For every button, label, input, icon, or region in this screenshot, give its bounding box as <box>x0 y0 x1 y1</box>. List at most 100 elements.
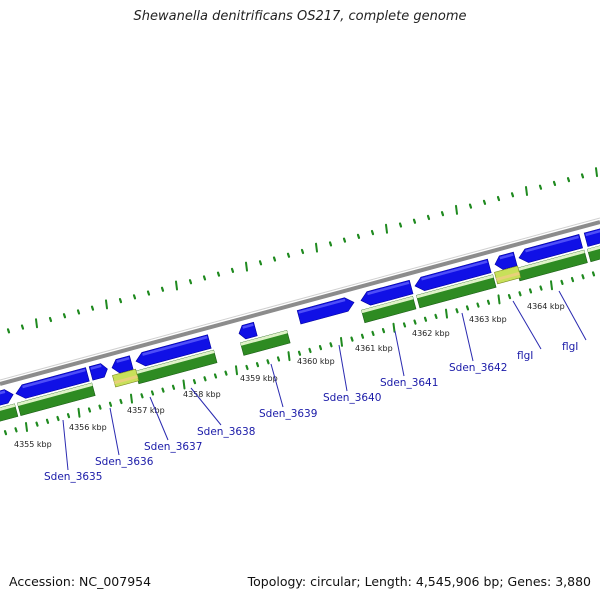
gene-leader-line <box>558 290 587 341</box>
gene-label: flgI <box>562 341 578 353</box>
outer-tick <box>496 195 501 202</box>
reverse-strand-cds <box>0 243 600 424</box>
gene-label: Sden_3637 <box>144 441 202 453</box>
inner-tick <box>318 345 323 351</box>
inner-tick <box>119 398 123 405</box>
outer-tick <box>175 280 178 291</box>
inner-tick <box>297 350 302 356</box>
outer-tick <box>440 211 445 217</box>
highlight-segment-band <box>114 374 138 385</box>
inner-tick <box>66 413 71 419</box>
forward-gene-arrow <box>360 279 414 306</box>
reverse-cds-sheen <box>240 330 288 346</box>
forward-gene-sheen <box>142 335 208 356</box>
outer-tick <box>258 260 263 266</box>
outer-tick <box>468 203 473 209</box>
forward-gene-sheen <box>421 260 488 281</box>
forward-gene-sheen <box>90 364 102 370</box>
forward-gene <box>296 297 355 325</box>
inner-tick <box>25 421 28 432</box>
inner-tick <box>150 390 155 396</box>
inner-tick-track <box>3 271 596 436</box>
highlight-segment-band <box>496 271 520 281</box>
inner-tick <box>192 379 197 385</box>
forward-gene-arrow <box>0 389 14 408</box>
inner-tick <box>56 415 60 422</box>
inner-tick <box>570 276 575 283</box>
outer-tick <box>566 177 571 183</box>
inner-tick <box>45 418 50 424</box>
forward-gene-arrow <box>518 234 583 263</box>
inner-tick <box>476 302 480 308</box>
forward-gene <box>518 234 583 263</box>
accession-text: Accession: NC_007954 <box>9 574 152 589</box>
inner-tick <box>224 370 228 376</box>
outer-tick <box>132 294 137 300</box>
forward-gene-arrow <box>583 228 600 247</box>
inner-tick <box>560 279 564 285</box>
inner-tick <box>108 401 113 407</box>
forward-gene-sheen <box>116 357 130 363</box>
inner-tick <box>255 362 260 368</box>
forward-gene <box>238 321 258 340</box>
forward-gene-arrow <box>296 297 355 325</box>
gene-leader-line <box>109 407 120 456</box>
inner-tick <box>507 293 512 300</box>
inner-tick <box>203 376 207 382</box>
reverse-cds-bar <box>240 329 291 356</box>
outer-tick <box>76 309 81 315</box>
outer-tick <box>356 233 361 239</box>
highlight-segment <box>494 265 522 285</box>
forward-gene-sheen <box>0 390 6 398</box>
forward-gene <box>583 228 600 247</box>
outer-tick <box>328 241 333 247</box>
forward-gene-sheen <box>499 253 514 260</box>
inner-tick <box>550 280 553 291</box>
inner-tick <box>434 313 438 320</box>
gene-label: Sden_3638 <box>197 426 255 438</box>
outer-tick <box>580 173 585 179</box>
gene-leader-line <box>190 387 222 426</box>
kbp-label: 4363 kbp <box>469 315 507 324</box>
outer-tick <box>272 256 277 262</box>
gene-labels: Sden_3635 Sden_3636 Sden_3637 Sden_3638 Sden… <box>44 290 587 483</box>
reverse-cds-bar <box>17 382 96 416</box>
outer-tick <box>538 184 543 190</box>
gene-leader-line <box>338 344 348 392</box>
outer-tick <box>370 229 375 236</box>
outer-tick-track <box>6 167 598 334</box>
inner-tick <box>276 356 281 362</box>
gene-leader-line <box>512 300 542 350</box>
gene-leader-line <box>62 419 69 471</box>
inner-tick <box>161 387 165 393</box>
inner-tick <box>497 294 501 305</box>
inner-tick <box>308 347 312 354</box>
gene-leader-line <box>461 312 474 362</box>
reverse-cds-bar <box>361 296 417 324</box>
reverse-cds-sheen <box>0 403 16 414</box>
inner-tick <box>528 288 533 294</box>
genome-summary-text: Topology: circular; Length: 4,545,906 bp… <box>247 574 591 589</box>
outer-tick <box>105 299 108 310</box>
forward-gene-sheen <box>22 368 86 389</box>
forward-gene <box>0 389 14 408</box>
reverse-cds-sheen <box>516 250 585 272</box>
forward-strand-genes <box>0 228 600 408</box>
inner-tick <box>445 308 448 319</box>
reverse-cds-sheen <box>416 274 494 299</box>
reverse-cds-sheen <box>587 243 600 253</box>
outer-tick <box>202 275 207 281</box>
inner-tick <box>350 336 354 342</box>
inner-tick <box>87 407 92 413</box>
outer-tick <box>300 248 305 255</box>
forward-gene-sheen <box>585 229 600 237</box>
forward-gene-arrow <box>15 367 90 399</box>
backbone-line <box>0 220 600 386</box>
kbp-label: 4355 kbp <box>14 440 52 449</box>
inner-tick <box>591 271 596 277</box>
outer-tick <box>35 318 38 329</box>
reverse-cds <box>416 274 497 309</box>
backbone <box>0 217 600 386</box>
forward-gene-arrow <box>111 355 134 374</box>
